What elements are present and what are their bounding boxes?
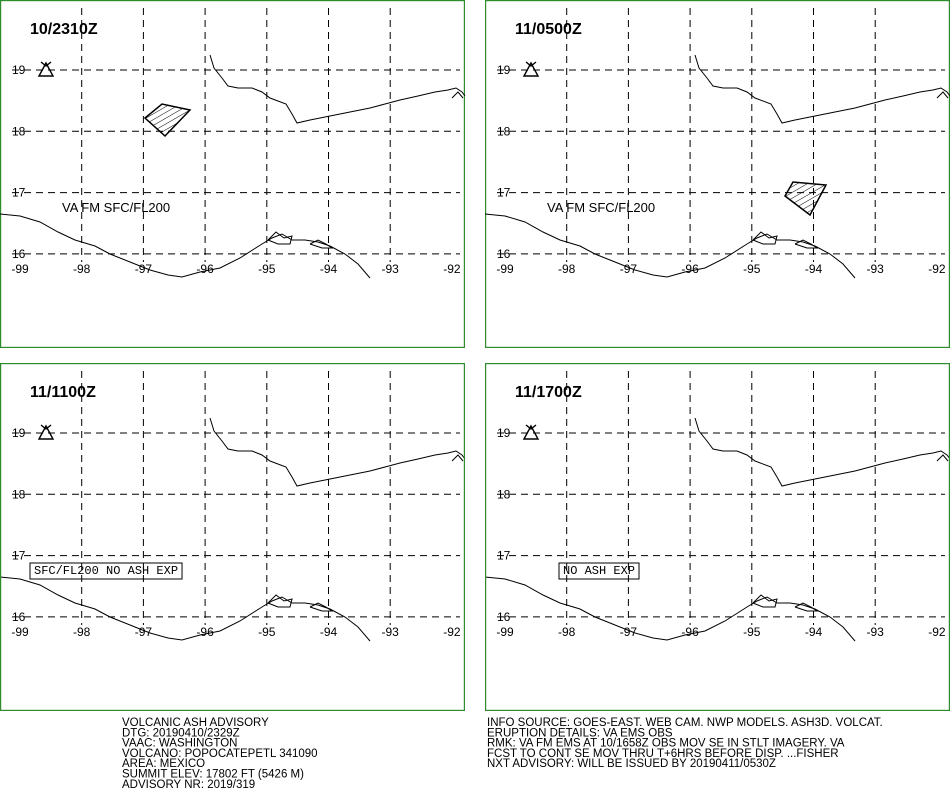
coastline	[0, 417, 466, 642]
panel-label: VA FM SFC/FL200	[547, 200, 655, 215]
lat-tick-label: 19	[12, 426, 26, 440]
lon-tick-label: -93	[382, 262, 400, 276]
lon-tick-label: -93	[867, 625, 885, 639]
lat-tick-label: 16	[12, 610, 26, 624]
advisory-left-line: DTG: 20190410/2329Z	[122, 727, 240, 739]
advisory-left-line: VAAC: WASHINGTON	[122, 738, 237, 750]
lon-tick-label: -93	[382, 625, 400, 639]
panel-time: 10/2310Z	[30, 21, 98, 38]
lat-tick-label: 16	[497, 610, 511, 624]
lon-tick-label: -97	[135, 262, 153, 276]
lat-tick-label: 19	[497, 63, 511, 77]
lon-tick-label: -94	[805, 625, 823, 639]
panel-frame	[0, 363, 465, 711]
lat-tick-label: 18	[497, 124, 511, 138]
lon-tick-label: -97	[620, 625, 638, 639]
panel-time: 11/1700Z	[515, 384, 582, 401]
lon-tick-label: -97	[620, 262, 638, 276]
advisory-left-line: AREA: MEXICO	[122, 758, 205, 770]
lon-tick-label: -98	[73, 262, 91, 276]
map-panel: 19 18 17 16-99 -98 -97 -96 -95 -94 -93 -92 11/1100Z…	[0, 363, 466, 711]
advisory-left-line: ADVISORY NR: 2019/319	[122, 779, 255, 791]
lat-tick-label: 16	[497, 247, 511, 261]
lon-tick-label: -93	[867, 262, 885, 276]
lon-tick-label: -99	[11, 262, 29, 276]
volcano-symbol	[522, 61, 540, 77]
coastline	[484, 54, 950, 279]
lon-tick-label: -94	[805, 262, 823, 276]
advisory-left-line: VOLCANIC ASH ADVISORY	[122, 717, 269, 729]
map-panel: 19 18 17 16-99 -98 -97 -96 -95 -94 -93 -92 11/1700Z…	[484, 363, 950, 711]
map-panel: 19 18 17 16-99 -98 -97 -96 -95 -94 -93 -92 11/0500…	[484, 0, 950, 348]
ash-area	[784, 181, 828, 217]
panel-time: 11/1100Z	[30, 384, 96, 401]
advisory-right-line: RMK: VA FM EMS AT 10/1658Z OBS MOV SE IN…	[487, 738, 845, 750]
advisory-left-line: SUMMIT ELEV: 17802 FT (5426 M)	[122, 769, 304, 781]
volcano-symbol	[522, 424, 540, 440]
lon-tick-label: -95	[258, 625, 276, 639]
lon-tick-label: -96	[196, 262, 214, 276]
panel-label: SFC/FL200 NO ASH EXP	[34, 564, 178, 578]
lon-tick-label: -98	[558, 625, 576, 639]
panel-frame	[0, 0, 465, 348]
panel-label: NO ASH EXP	[563, 564, 635, 578]
lat-tick-label: 19	[497, 426, 511, 440]
lon-tick-label: -96	[196, 625, 214, 639]
lat-tick-label: 16	[12, 247, 26, 261]
advisory-left-line: VOLCANO: POPOCATEPETL 341090	[122, 748, 318, 760]
advisory-right-line: NXT ADVISORY: WILL BE ISSUED BY 20190411…	[487, 758, 776, 770]
lon-tick-label: -99	[496, 262, 514, 276]
coastline	[484, 417, 950, 642]
panel-time: 11/0500Z	[515, 21, 582, 38]
lon-tick-label: -96	[681, 625, 699, 639]
lon-tick-label: -99	[496, 625, 514, 639]
advisory-right-line: INFO SOURCE: GOES-EAST. WEB CAM. NWP MOD…	[487, 717, 883, 729]
lon-tick-label: -92	[443, 262, 461, 276]
lon-tick-label: -99	[11, 625, 29, 639]
ash-area	[143, 103, 192, 138]
label-box	[29, 562, 183, 580]
advisory-right-line: ERUPTION DETAILS: VA EMS OBS	[487, 727, 673, 739]
lon-tick-label: -92	[928, 262, 946, 276]
lat-tick-label: 18	[497, 487, 511, 501]
lon-tick-label: -98	[558, 262, 576, 276]
lon-tick-label: -94	[320, 625, 338, 639]
lat-tick-label: 17	[12, 186, 26, 200]
lon-tick-label: -92	[928, 625, 946, 639]
panel-frame	[485, 363, 950, 711]
map-panel: 19 18 17 16-99 -98 -97 -96 -95 -94 -93 -92 10/2310…	[0, 0, 466, 348]
lon-tick-label: -96	[681, 262, 699, 276]
lon-tick-label: -95	[743, 262, 761, 276]
lon-tick-label: -98	[73, 625, 91, 639]
lon-tick-label: -97	[135, 625, 153, 639]
coastline	[0, 54, 466, 279]
lon-tick-label: -92	[443, 625, 461, 639]
lat-tick-label: 17	[497, 186, 511, 200]
lat-tick-label: 17	[497, 549, 511, 563]
advisory-right-line: FCST TO CONT SE MOV THRU T+6HRS BEFORE D…	[487, 748, 839, 760]
label-box	[558, 562, 640, 580]
panel-label: VA FM SFC/FL200	[62, 200, 170, 215]
lon-tick-label: -95	[743, 625, 761, 639]
volcano-symbol	[37, 424, 55, 440]
lat-tick-label: 19	[12, 63, 26, 77]
lat-tick-label: 18	[12, 487, 26, 501]
lon-tick-label: -95	[258, 262, 276, 276]
lat-tick-label: 17	[12, 549, 26, 563]
lon-tick-label: -94	[320, 262, 338, 276]
panel-frame	[485, 0, 950, 348]
lat-tick-label: 18	[12, 124, 26, 138]
volcano-symbol	[37, 61, 55, 77]
